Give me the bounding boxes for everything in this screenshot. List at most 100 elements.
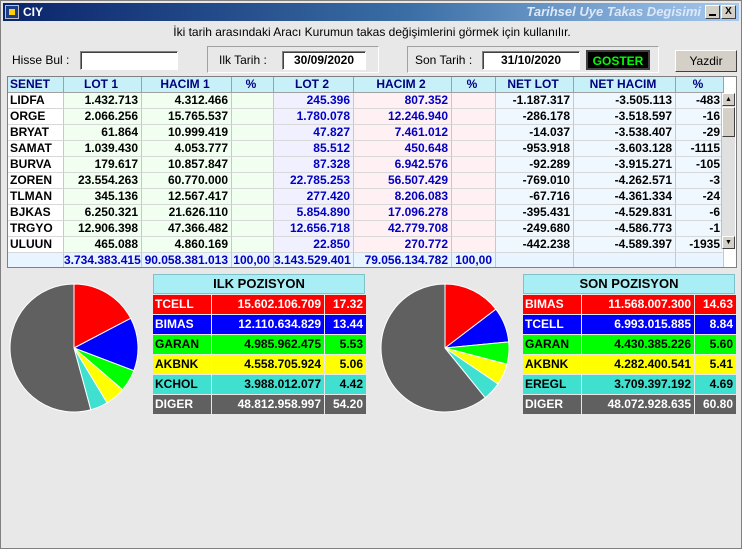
position-row: AKBNK 4.282.400.541 5.41 bbox=[523, 355, 736, 374]
total-cell: 3.143.529.401 bbox=[274, 253, 354, 267]
table-cell: -3.915.271 bbox=[574, 157, 676, 173]
table-row[interactable]: SAMAT 1.039.430 4.053.777 85.512 450.648 -953… bbox=[8, 141, 736, 157]
table-cell bbox=[452, 141, 496, 157]
header-cell[interactable]: % bbox=[232, 77, 274, 93]
header-cell[interactable]: % bbox=[452, 77, 496, 93]
table-cell bbox=[452, 93, 496, 109]
table-cell: -24 bbox=[676, 189, 724, 205]
table-row[interactable]: ORGE 2.066.256 15.765.537 1.780.078 12.246.9… bbox=[8, 109, 736, 125]
header-cell[interactable]: LOT 1 bbox=[64, 77, 142, 93]
close-button[interactable]: X bbox=[721, 5, 736, 19]
pie-slice-bimas bbox=[72, 317, 139, 372]
son-title: SON POZISYON bbox=[523, 274, 735, 294]
table-cell: 12.906.398 bbox=[64, 221, 142, 237]
table-row[interactable]: BRYAT 61.864 10.999.419 47.827 7.461.012 -14.… bbox=[8, 125, 736, 141]
print-button[interactable]: Yazdir bbox=[675, 50, 737, 72]
table-cell bbox=[232, 205, 274, 221]
position-pct: 17.32 bbox=[325, 295, 366, 314]
grid-body: LIDFA 1.432.713 4.312.466 245.396 807.352 -1.… bbox=[8, 93, 736, 253]
table-cell: 17.096.278 bbox=[354, 205, 452, 221]
table-row[interactable]: LIDFA 1.432.713 4.312.466 245.396 807.352 -1.… bbox=[8, 93, 736, 109]
table-cell bbox=[232, 109, 274, 125]
table-cell: 22.850 bbox=[274, 237, 354, 253]
position-row: DIGER 48.812.958.997 54.20 bbox=[153, 395, 366, 414]
table-cell: 47.827 bbox=[274, 125, 354, 141]
table-cell: 15.765.537 bbox=[142, 109, 232, 125]
position-row: GARAN 4.985.962.475 5.53 bbox=[153, 335, 366, 354]
position-pct: 4.69 bbox=[695, 375, 736, 394]
hint-text: İki tarih arasındaki Aracı Kurumun takas… bbox=[173, 25, 571, 39]
end-date-label: Son Tarih : bbox=[415, 53, 473, 67]
position-value: 12.110.634.829 bbox=[212, 315, 324, 334]
total-cell bbox=[8, 253, 64, 267]
table-cell: -3.505.113 bbox=[574, 93, 676, 109]
table-row[interactable]: BURVA 179.617 10.857.847 87.328 6.942.576 -92… bbox=[8, 157, 736, 173]
son-table: BIMAS 11.568.007.300 14.63 TCELL 6.993.015.8… bbox=[523, 295, 736, 415]
header-cell[interactable]: NET LOT bbox=[496, 77, 574, 93]
table-cell: -4.529.831 bbox=[574, 205, 676, 221]
position-pct: 5.06 bbox=[325, 355, 366, 374]
table-row[interactable]: TLMAN 345.136 12.567.417 277.420 8.206.083 -6… bbox=[8, 189, 736, 205]
data-grid[interactable]: SENET LOT 1 HACIM 1% LOT 2 HACIM 2% NET LOT NE… bbox=[7, 76, 737, 268]
position-row: TCELL 6.993.015.885 8.84 bbox=[523, 315, 736, 334]
scroll-up-icon[interactable]: ▲ bbox=[722, 93, 735, 106]
header-cell[interactable]: LOT 2 bbox=[274, 77, 354, 93]
table-cell: 61.864 bbox=[64, 125, 142, 141]
minimize-button[interactable] bbox=[705, 5, 720, 19]
end-date-input[interactable]: 31/10/2020 bbox=[482, 51, 580, 70]
total-cell: 79.056.134.782 bbox=[354, 253, 452, 267]
header-cell[interactable]: HACIM 2 bbox=[354, 77, 452, 93]
window-subtitle: Tarihsel Uye Takas Degisimi bbox=[526, 4, 701, 19]
table-cell: 12.567.417 bbox=[142, 189, 232, 205]
table-cell: -1115 bbox=[676, 141, 724, 157]
table-cell bbox=[232, 221, 274, 237]
table-cell: 2.066.256 bbox=[64, 109, 142, 125]
table-cell: 47.366.482 bbox=[142, 221, 232, 237]
table-cell: -4.262.571 bbox=[574, 173, 676, 189]
header-cell[interactable]: % bbox=[676, 77, 724, 93]
position-value: 4.430.385.226 bbox=[582, 335, 694, 354]
table-cell: TLMAN bbox=[8, 189, 64, 205]
window-title: CIY bbox=[23, 5, 44, 19]
scroll-thumb[interactable] bbox=[722, 107, 735, 137]
table-row[interactable]: TRGYO 12.906.398 47.366.482 12.656.718 42.77… bbox=[8, 221, 736, 237]
position-name: TCELL bbox=[523, 315, 581, 334]
grid-scrollbar[interactable]: ▲ ▼ bbox=[721, 93, 735, 249]
header-cell[interactable]: HACIM 1 bbox=[142, 77, 232, 93]
position-row: AKBNK 4.558.705.924 5.06 bbox=[153, 355, 366, 374]
search-input[interactable] bbox=[80, 51, 178, 70]
position-pct: 54.20 bbox=[325, 395, 366, 414]
table-cell: -14.037 bbox=[496, 125, 574, 141]
search-label: Hisse Bul : bbox=[12, 53, 70, 67]
table-cell: 6.250.321 bbox=[64, 205, 142, 221]
table-cell bbox=[452, 125, 496, 141]
table-cell: 1.039.430 bbox=[64, 141, 142, 157]
table-cell bbox=[232, 237, 274, 253]
table-cell: ZOREN bbox=[8, 173, 64, 189]
table-cell: 22.785.253 bbox=[274, 173, 354, 189]
table-cell: -4.361.334 bbox=[574, 189, 676, 205]
title-bar[interactable]: CIY Tarihsel Uye Takas Degisimi X bbox=[3, 3, 739, 21]
scroll-down-icon[interactable]: ▼ bbox=[722, 236, 735, 249]
table-cell: -1935 bbox=[676, 237, 724, 253]
pie-slice-bimas bbox=[444, 283, 497, 350]
table-cell: 807.352 bbox=[354, 93, 452, 109]
position-pct: 14.63 bbox=[695, 295, 736, 314]
table-row[interactable]: ZOREN 23.554.263 60.770.000 22.785.253 56.50… bbox=[8, 173, 736, 189]
table-cell: 1.432.713 bbox=[64, 93, 142, 109]
table-row[interactable]: BJKAS 6.250.321 21.626.110 5.854.890 17.096.… bbox=[8, 205, 736, 221]
table-cell: 245.396 bbox=[274, 93, 354, 109]
position-value: 3.709.397.192 bbox=[582, 375, 694, 394]
header-cell[interactable]: NET HACIM bbox=[574, 77, 676, 93]
table-cell: LIDFA bbox=[8, 93, 64, 109]
table-row[interactable]: ULUUN 465.088 4.860.169 22.850 270.772 -442.2… bbox=[8, 237, 736, 253]
header-cell[interactable]: SENET bbox=[8, 77, 64, 93]
show-button[interactable]: GOSTER bbox=[586, 50, 650, 70]
table-cell bbox=[452, 109, 496, 125]
table-cell: -483 bbox=[676, 93, 724, 109]
table-cell: 5.854.890 bbox=[274, 205, 354, 221]
table-cell: 4.053.777 bbox=[142, 141, 232, 157]
table-cell: -4.589.397 bbox=[574, 237, 676, 253]
table-cell: -1 bbox=[676, 221, 724, 237]
start-date-input[interactable]: 30/09/2020 bbox=[282, 51, 366, 70]
